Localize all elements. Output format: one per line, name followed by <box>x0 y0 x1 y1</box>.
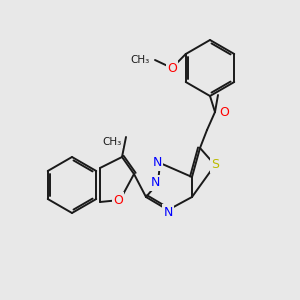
Text: O: O <box>113 194 123 206</box>
Text: S: S <box>211 158 219 172</box>
Text: N: N <box>150 176 160 190</box>
Text: N: N <box>163 206 173 218</box>
Text: CH₃: CH₃ <box>131 55 150 65</box>
Text: N: N <box>152 157 162 169</box>
Text: CH₃: CH₃ <box>103 137 122 147</box>
Text: O: O <box>219 106 229 118</box>
Text: O: O <box>167 61 177 74</box>
